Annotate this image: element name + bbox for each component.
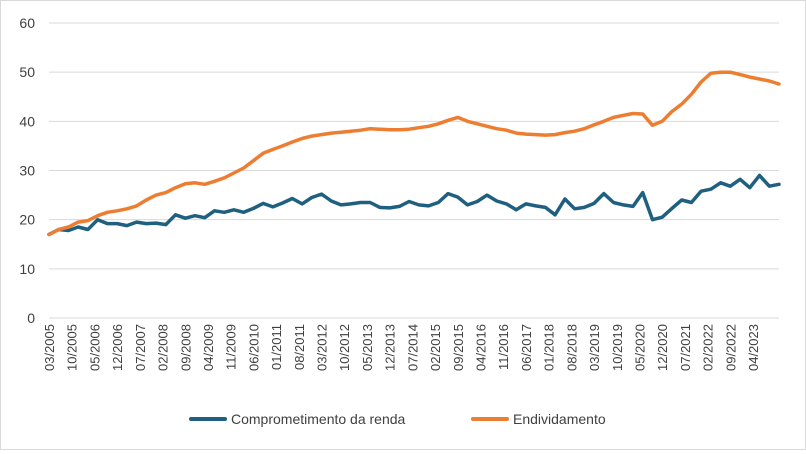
legend-label: Endividamento xyxy=(513,411,606,427)
x-tick-label: 12/2006 xyxy=(110,324,125,371)
y-tick-label: 60 xyxy=(19,15,35,31)
x-tick-label: 09/2022 xyxy=(723,324,738,371)
x-tick-label: 02/2015 xyxy=(428,324,443,371)
x-tick-label: 08/2018 xyxy=(564,324,579,371)
y-tick-label: 0 xyxy=(27,310,35,326)
x-tick-label: 02/2022 xyxy=(701,324,716,371)
y-axis-tick-labels: 0 10 20 30 40 50 60 xyxy=(19,15,35,326)
legend: Comprometimento da renda Endividamento xyxy=(189,411,606,427)
series-line-comprometimento-da-renda xyxy=(47,173,781,237)
x-tick-label: 12/2020 xyxy=(655,324,670,371)
legend-label: Comprometimento da renda xyxy=(231,411,406,427)
series-line-endividamento xyxy=(47,70,781,237)
x-axis-tick-labels: 03/2005 10/2005 05/2006 12/2006 07/2007 02/20… xyxy=(42,324,761,371)
x-tick-label: 12/2013 xyxy=(383,324,398,371)
y-tick-label: 40 xyxy=(19,113,35,129)
x-tick-label: 05/2013 xyxy=(360,324,375,371)
x-tick-label: 07/2021 xyxy=(678,324,693,371)
x-tick-label: 10/2005 xyxy=(65,324,80,371)
x-tick-label: 10/2019 xyxy=(610,324,625,371)
x-tick-label: 05/2006 xyxy=(87,324,102,371)
x-tick-label: 11/2009 xyxy=(224,324,239,370)
x-tick-label: 07/2007 xyxy=(133,324,148,371)
x-tick-label: 02/2008 xyxy=(156,324,171,371)
x-tick-label: 09/2008 xyxy=(178,324,193,371)
x-tick-label: 04/2009 xyxy=(201,324,216,371)
x-tick-label: 06/2017 xyxy=(519,324,534,371)
y-tick-label: 50 xyxy=(19,64,35,80)
y-tick-label: 20 xyxy=(19,212,35,228)
x-tick-label: 05/2020 xyxy=(632,324,647,371)
x-tick-label: 03/2005 xyxy=(42,324,57,371)
x-tick-label: 06/2010 xyxy=(246,324,261,371)
x-tick-label: 03/2012 xyxy=(315,324,330,371)
x-tick-label: 01/2018 xyxy=(542,324,557,371)
x-tick-label: 11/2016 xyxy=(496,324,511,370)
x-tick-label: 03/2019 xyxy=(587,324,602,371)
gridlines xyxy=(49,22,779,319)
x-tick-label: 10/2012 xyxy=(337,324,352,371)
y-tick-label: 30 xyxy=(19,163,35,179)
x-tick-label: 08/2011 xyxy=(292,324,307,370)
y-tick-label: 10 xyxy=(19,261,35,277)
x-tick-label: 04/2016 xyxy=(474,324,489,371)
x-tick-label: 01/2011 xyxy=(269,324,284,370)
x-tick-label: 07/2014 xyxy=(405,324,420,371)
x-tick-label: 04/2023 xyxy=(746,324,761,371)
x-tick-label: 09/2015 xyxy=(451,324,466,371)
series-lines xyxy=(47,70,781,237)
